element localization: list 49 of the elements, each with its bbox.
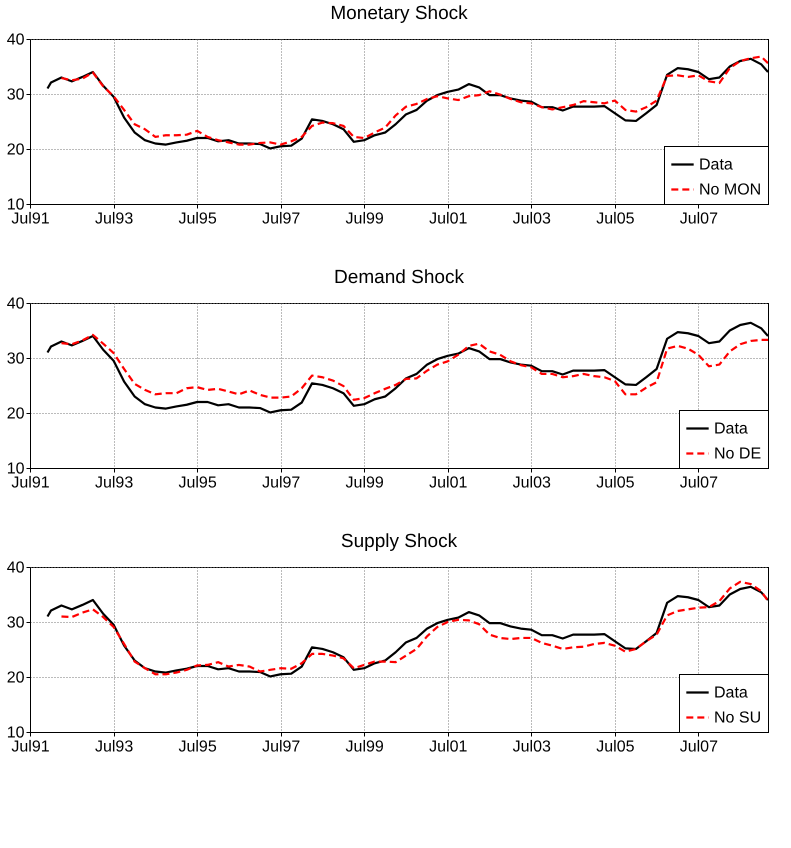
x-tick-label: Jul01	[429, 738, 468, 756]
x-tick-label: Jul91	[11, 474, 50, 492]
x-tick-label: Jul03	[512, 474, 551, 492]
x-tick-label: Jul97	[262, 738, 300, 756]
x-tick-label: Jul05	[596, 474, 635, 492]
x-tick-label: Jul07	[680, 210, 718, 228]
y-tick-label: 10	[6, 460, 25, 478]
x-tick-label: Jul95	[178, 210, 217, 228]
x-tick-label: Jul93	[94, 210, 134, 228]
y-tick-label: 30	[6, 350, 25, 368]
x-tick-label: Jul99	[346, 210, 384, 228]
legend-label: Data	[699, 156, 733, 174]
x-tick-label: Jul95	[178, 738, 217, 756]
y-tick-label: 30	[6, 86, 25, 104]
chart-title: Demand Shock	[334, 267, 464, 288]
x-tick-label: Jul03	[512, 738, 551, 756]
x-tick-label: Jul91	[11, 738, 50, 756]
legend-label: No MON	[699, 182, 762, 198]
y-tick-label: 20	[6, 406, 25, 422]
x-tick-label: Jul03	[512, 210, 551, 228]
y-tick-label: 30	[6, 614, 25, 632]
x-tick-label: Jul05	[596, 210, 635, 228]
y-tick-label: 20	[6, 142, 25, 158]
legend-label: Data	[714, 684, 748, 702]
x-tick-label: Jul07	[680, 474, 718, 492]
y-tick-label: 40	[6, 296, 25, 312]
legend-label: No DE	[714, 446, 762, 462]
x-tick-label: Jul95	[178, 474, 217, 492]
x-tick-label: Jul91	[11, 210, 50, 228]
legend-label: Data	[714, 420, 748, 438]
line-series	[60, 334, 768, 401]
y-tick-label: 20	[6, 670, 25, 686]
x-tick-label: Jul97	[262, 210, 300, 228]
x-tick-label: Jul99	[346, 474, 384, 492]
y-tick-label: 40	[6, 32, 25, 48]
y-tick-label: 10	[6, 196, 25, 214]
chart-title: Supply Shock	[340, 531, 458, 552]
x-tick-label: Jul01	[429, 210, 468, 228]
legend-label: No SU	[714, 710, 762, 726]
y-tick-label: 10	[6, 724, 25, 742]
x-tick-label: Jul97	[262, 474, 300, 492]
y-tick-label: 40	[6, 560, 25, 576]
x-tick-label: Jul07	[680, 738, 718, 756]
chart-title: Monetary Shock	[330, 3, 468, 24]
x-tick-label: Jul01	[429, 474, 468, 492]
x-tick-label: Jul93	[94, 738, 134, 756]
x-tick-label: Jul05	[596, 738, 635, 756]
x-tick-label: Jul93	[94, 474, 134, 492]
x-tick-label: Jul99	[346, 738, 384, 756]
